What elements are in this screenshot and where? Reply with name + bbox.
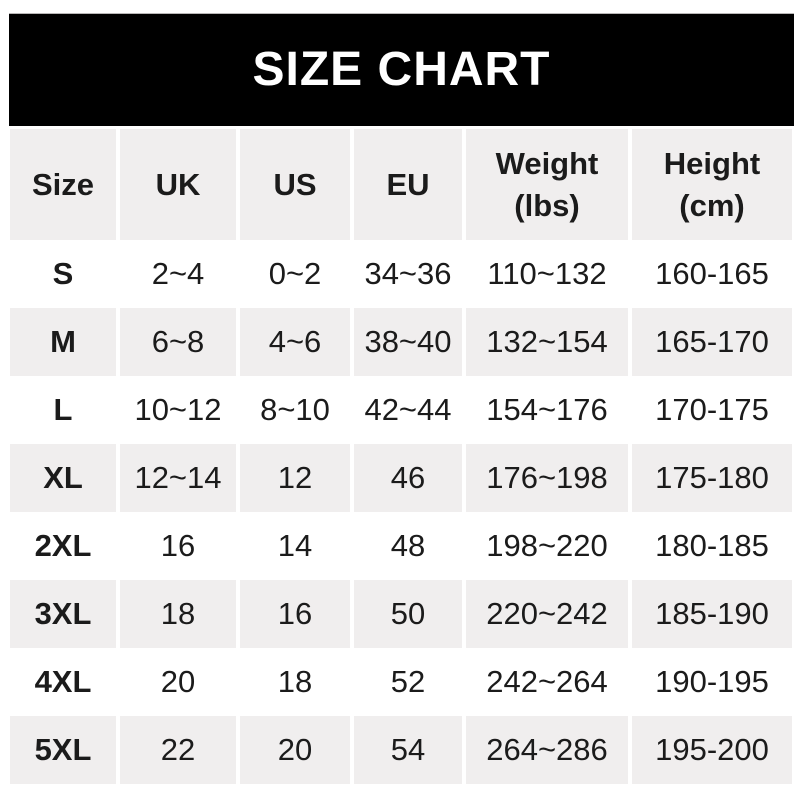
header-label: UK: [155, 166, 201, 202]
cell-eu: 54: [354, 716, 462, 784]
cell-uk: 12~14: [120, 444, 236, 512]
cell-uk: 18: [120, 580, 236, 648]
page-title: SIZE CHART: [252, 43, 551, 96]
table-row: 4XL 20 18 52 242~264 190-195: [10, 648, 792, 716]
header-label: Height: [663, 145, 761, 181]
table-row: XL 12~14 12 46 176~198 175-180: [10, 444, 792, 512]
cell-us: 18: [240, 648, 350, 716]
cell-weight: 110~132: [466, 240, 628, 308]
cell-eu: 48: [354, 512, 462, 580]
cell-height: 175-180: [632, 444, 792, 512]
header-label: US: [273, 166, 317, 202]
cell-uk: 10~12: [120, 376, 236, 444]
cell-height: 165-170: [632, 308, 792, 376]
cell-eu: 50: [354, 580, 462, 648]
cell-weight: 176~198: [466, 444, 628, 512]
header-cell-us: US: [240, 129, 350, 240]
cell-weight: 132~154: [466, 308, 628, 376]
cell-eu: 52: [354, 648, 462, 716]
cell-height: 185-190: [632, 580, 792, 648]
table-row: 5XL 22 20 54 264~286 195-200: [10, 716, 792, 784]
header-label: EU: [386, 166, 430, 202]
header-cell-uk: UK: [120, 129, 236, 240]
cell-size: 5XL: [10, 716, 116, 784]
header-label: Weight: [495, 145, 599, 181]
cell-weight: 154~176: [466, 376, 628, 444]
header-cell-height: Height (cm): [632, 129, 792, 240]
cell-us: 14: [240, 512, 350, 580]
header-sublabel: (lbs): [514, 187, 580, 223]
cell-height: 190-195: [632, 648, 792, 716]
cell-size: 3XL: [10, 580, 116, 648]
cell-size: S: [10, 240, 116, 308]
cell-uk: 16: [120, 512, 236, 580]
cell-uk: 22: [120, 716, 236, 784]
cell-uk: 6~8: [120, 308, 236, 376]
table-row: 3XL 18 16 50 220~242 185-190: [10, 580, 792, 648]
cell-weight: 264~286: [466, 716, 628, 784]
cell-us: 0~2: [240, 240, 350, 308]
cell-eu: 34~36: [354, 240, 462, 308]
cell-weight: 220~242: [466, 580, 628, 648]
table-row: 2XL 16 14 48 198~220 180-185: [10, 512, 792, 580]
cell-eu: 42~44: [354, 376, 462, 444]
cell-height: 195-200: [632, 716, 792, 784]
cell-weight: 242~264: [466, 648, 628, 716]
table-row: M 6~8 4~6 38~40 132~154 165-170: [10, 308, 792, 376]
cell-size: M: [10, 308, 116, 376]
table-header-row: Size UK US EU Weight (lbs) Height (cm): [10, 129, 792, 240]
header-cell-size: Size: [10, 129, 116, 240]
cell-size: L: [10, 376, 116, 444]
cell-height: 170-175: [632, 376, 792, 444]
cell-uk: 20: [120, 648, 236, 716]
cell-height: 180-185: [632, 512, 792, 580]
cell-us: 20: [240, 716, 350, 784]
cell-eu: 46: [354, 444, 462, 512]
cell-uk: 2~4: [120, 240, 236, 308]
table-row: S 2~4 0~2 34~36 110~132 160-165: [10, 240, 792, 308]
cell-us: 8~10: [240, 376, 350, 444]
cell-us: 4~6: [240, 308, 350, 376]
cell-us: 16: [240, 580, 350, 648]
cell-eu: 38~40: [354, 308, 462, 376]
cell-size: XL: [10, 444, 116, 512]
table-row: L 10~12 8~10 42~44 154~176 170-175: [10, 376, 792, 444]
header-sublabel: (cm): [679, 187, 745, 223]
header-cell-eu: EU: [354, 129, 462, 240]
cell-size: 2XL: [10, 512, 116, 580]
cell-weight: 198~220: [466, 512, 628, 580]
cell-us: 12: [240, 444, 350, 512]
size-table: Size UK US EU Weight (lbs) Height (cm) S…: [10, 129, 792, 784]
cell-size: 4XL: [10, 648, 116, 716]
cell-height: 160-165: [632, 240, 792, 308]
header-cell-weight: Weight (lbs): [466, 129, 628, 240]
header-label: Size: [31, 166, 95, 202]
size-chart-banner: SIZE CHART: [9, 13, 794, 126]
